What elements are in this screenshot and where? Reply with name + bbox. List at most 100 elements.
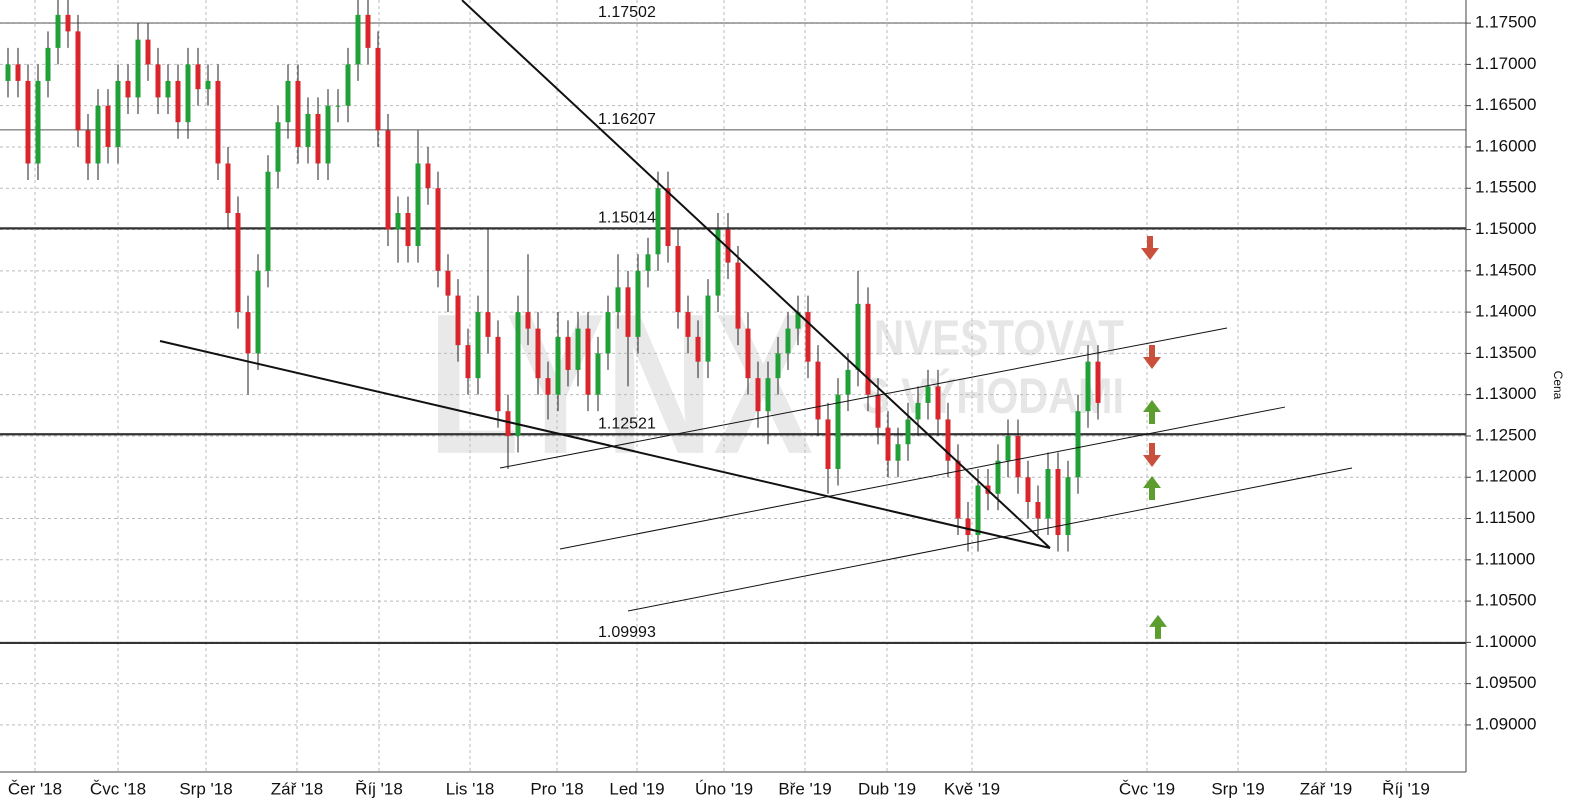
y-tick-label: 1.16000 [1475, 136, 1536, 155]
candle-body [305, 113, 311, 147]
x-tick-label: Zář '19 [1300, 779, 1352, 798]
candle-body [935, 386, 941, 420]
candle-body [395, 213, 401, 230]
candle-body [955, 460, 961, 519]
candle-body [265, 171, 271, 271]
candle-body [225, 163, 231, 214]
candle-body [585, 328, 591, 395]
candle-body [205, 80, 211, 90]
candle-body [925, 386, 931, 403]
candle-body [355, 14, 361, 65]
y-tick-label: 1.13500 [1475, 343, 1536, 362]
y-tick-label: 1.10500 [1475, 591, 1536, 610]
candle-body [75, 31, 81, 131]
candle-body [505, 411, 511, 436]
candle-body [175, 80, 181, 123]
x-tick-label: Říj '18 [355, 779, 403, 798]
candle-body [855, 303, 861, 370]
candle-body [815, 361, 821, 420]
x-tick-label: Čvc '18 [90, 779, 146, 798]
x-tick-label: Srp '18 [179, 779, 232, 798]
candle-body [25, 80, 31, 164]
candle-body [1095, 361, 1101, 403]
candle-body [485, 312, 491, 337]
x-tick-label: Led '19 [609, 779, 664, 798]
y-tick-label: 1.16500 [1475, 95, 1536, 114]
candle-body [45, 47, 51, 81]
candle-body [435, 188, 441, 271]
y-tick-label: 1.17500 [1475, 13, 1536, 32]
candle-body [295, 80, 301, 147]
candle-body [245, 312, 251, 354]
x-tick-label: Lis '18 [446, 779, 495, 798]
candle-body [275, 122, 281, 172]
candle-body [675, 246, 681, 313]
x-tick-label: Kvě '19 [944, 779, 1000, 798]
candle-body [555, 336, 561, 395]
candle-body [965, 518, 971, 536]
y-tick-label: 1.14000 [1475, 302, 1536, 321]
candle-body [625, 287, 631, 337]
level-label: 1.12521 [598, 415, 656, 432]
candle-body [725, 229, 731, 263]
signal-arrow [1141, 236, 1159, 261]
candle-body [375, 47, 381, 131]
level-label: 1.17502 [598, 4, 656, 21]
candle-body [65, 14, 71, 32]
candle-body [695, 336, 701, 362]
candle-body [535, 328, 541, 379]
candle-body [825, 419, 831, 469]
candle-body [285, 80, 291, 123]
candle-body [315, 113, 321, 164]
candle-body [165, 80, 171, 98]
watermark-text: INVESTOVAT [862, 310, 1124, 366]
candle-body [705, 295, 711, 362]
candle-body [845, 369, 851, 395]
candle-body [365, 14, 371, 48]
y-tick-label: 1.17000 [1475, 54, 1536, 73]
candle-body [565, 336, 571, 370]
signal-arrow [1149, 614, 1167, 639]
candle-body [335, 105, 341, 107]
candle-body [525, 312, 531, 329]
trend-line [461, 0, 1051, 549]
y-tick-label: 1.15500 [1475, 178, 1536, 197]
candle-body [155, 64, 161, 98]
candle-body [765, 378, 771, 412]
candle-body [1055, 468, 1061, 536]
y-tick-label: 1.10000 [1475, 632, 1536, 651]
candle-body [805, 312, 811, 362]
x-tick-label: Čvc '19 [1119, 779, 1175, 798]
candle-body [895, 444, 901, 461]
candle-body [545, 378, 551, 395]
x-tick-label: Říj '19 [1382, 779, 1430, 798]
x-tick-label: Dub '19 [858, 779, 916, 798]
candle-body [405, 213, 411, 247]
candle-body [195, 64, 201, 90]
trend-line [499, 327, 1228, 469]
candle-body [415, 163, 421, 247]
candle-body [795, 312, 801, 329]
candle-body [135, 39, 141, 98]
x-tick-label: Čer '18 [8, 779, 62, 798]
x-tick-label: Zář '18 [271, 779, 323, 798]
candle-body [215, 80, 221, 164]
candle-body [325, 105, 331, 164]
candle-body [835, 394, 841, 469]
signal-arrow [1143, 475, 1161, 500]
candle-body [5, 64, 11, 81]
candle-body [235, 213, 241, 313]
candle-body [975, 485, 981, 536]
candle-body [865, 303, 871, 395]
candle-body [85, 130, 91, 164]
trend-line [159, 340, 1051, 549]
candle-body [615, 287, 621, 313]
candle-body [1065, 477, 1071, 536]
candle-body [755, 378, 761, 412]
trend-line [559, 406, 1286, 550]
candle-body [885, 427, 891, 461]
level-label: 1.09993 [598, 624, 656, 641]
candle-body [1015, 435, 1021, 478]
candle-body [145, 39, 151, 65]
